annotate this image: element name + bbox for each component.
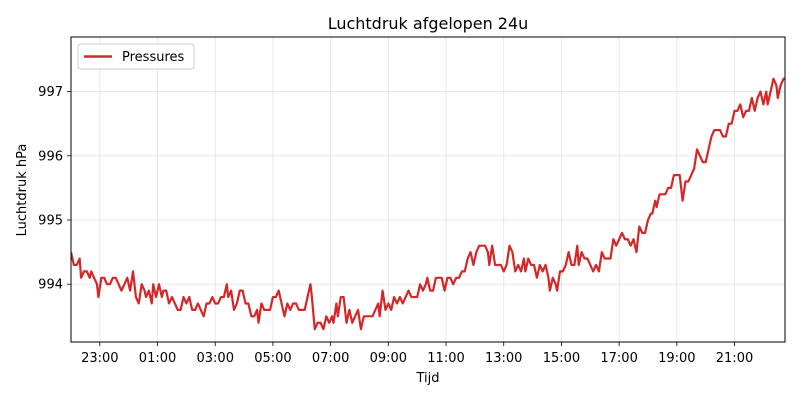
y-axis-label: Luchtdruk hPa [15, 144, 30, 237]
x-tick-label: 23:00 [81, 351, 118, 366]
x-tick-label: 19:00 [658, 351, 695, 366]
series-layer [71, 77, 785, 331]
plot-frame [70, 36, 786, 343]
x-tick-label: 21:00 [716, 351, 753, 366]
legend-box [77, 43, 195, 70]
grid [71, 37, 785, 342]
legend-label: Pressures [122, 50, 185, 65]
y-tick-label: 997 [38, 85, 63, 100]
y-tick-label: 995 [38, 214, 63, 229]
x-tick-label: 09:00 [370, 351, 407, 366]
x-tick-label: 17:00 [600, 351, 637, 366]
x-tick-label: 03:00 [197, 351, 234, 366]
chart-title: Luchtdruk afgelopen 24u [328, 14, 529, 33]
x-axis: 23:00 01:00 03:00 05:00 07:00 09:00 11:00 13:00… [81, 342, 753, 366]
x-tick-label: 01:00 [139, 351, 176, 366]
x-tick-label: 15:00 [543, 351, 580, 366]
x-axis-label: Tijd [415, 371, 439, 386]
y-axis: 994 995 996 997 [38, 85, 71, 293]
y-tick-label: 994 [38, 278, 63, 293]
series-line-pressures [71, 77, 785, 331]
x-tick-label: 13:00 [485, 351, 522, 366]
x-tick-label: 05:00 [254, 351, 291, 366]
y-tick-label: 996 [38, 149, 63, 164]
x-tick-label: 07:00 [312, 351, 349, 366]
legend: Pressures [77, 43, 195, 70]
x-tick-label: 11:00 [427, 351, 464, 366]
